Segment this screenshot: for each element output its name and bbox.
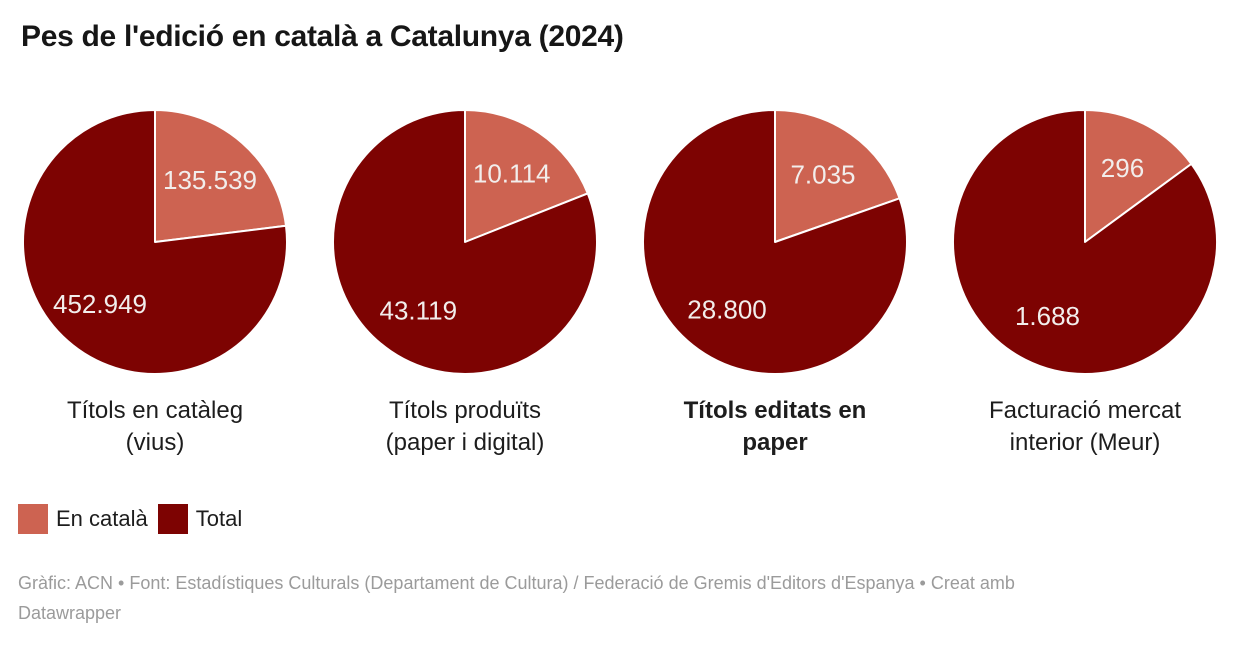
pie-chart-facturacio: 296 1.688 — [952, 109, 1218, 375]
chart-attribution: Gràfic: ACN • Font: Estadístiques Cultur… — [18, 568, 1219, 628]
chart-title: Pes de l'edició en català a Catalunya (2… — [21, 20, 624, 53]
pie-category-label: Títols editats en paper — [684, 395, 867, 459]
pie-category-line1: Títols produïts — [388, 397, 542, 424]
pie-value-label-catala: 135.539 — [163, 165, 257, 195]
pie-column-titols-paper: 7.035 28.800 Títols editats en paper — [620, 108, 930, 459]
pie-value-label-catala: 10.114 — [473, 158, 551, 188]
pie-category-label: Títols en catàleg (vius) — [67, 395, 243, 459]
pie-category-line2: (paper i digital) — [385, 429, 545, 456]
pie-category-label: Títols produïts (paper i digital) — [386, 395, 545, 459]
attribution-line1: Gràfic: ACN • Font: Estadístiques Cultur… — [18, 573, 1015, 593]
legend: En català Total — [18, 504, 1240, 534]
pie-category-line2: paper — [742, 429, 808, 456]
pie-category-line1: Facturació mercat — [988, 397, 1182, 424]
pie-slice-catala — [464, 109, 589, 243]
pie-category-line2: interior (Meur) — [1009, 429, 1161, 456]
pie-chart-titols-produits: 10.114 43.119 — [332, 109, 598, 375]
pie-value-label-total: 43.119 — [380, 296, 458, 326]
pie-slice-catala — [154, 109, 287, 243]
pie-slice-total — [22, 109, 288, 375]
pie-category-label: Facturació mercat interior (Meur) — [989, 395, 1181, 459]
pie-category-line2: (vius) — [125, 429, 185, 456]
pie-value-label-total: 28.800 — [687, 295, 767, 325]
pies-row: 135.539 452.949 Títols en catàleg (vius) … — [0, 108, 1240, 459]
pie-value-label-total: 1.688 — [1015, 301, 1080, 331]
pie-category-line1: Títols en catàleg — [66, 397, 244, 424]
pie-chart-titols-cataleg: 135.539 452.949 — [22, 109, 288, 375]
pie-value-label-total: 452.949 — [53, 289, 147, 319]
pie-value-label-catala: 296 — [1101, 153, 1144, 183]
pie-slice-total — [642, 109, 908, 375]
legend-label-total: Total — [195, 506, 243, 531]
pie-column-titols-cataleg: 135.539 452.949 Títols en catàleg (vius) — [0, 108, 310, 459]
pie-slice-total — [952, 109, 1218, 375]
attribution-line2: Datawrapper — [18, 603, 122, 623]
pie-category-line1: Títols editats en — [683, 397, 867, 424]
legend-swatch-total — [157, 504, 188, 534]
pie-chart-titols-paper: 7.035 28.800 — [642, 109, 908, 375]
legend-label-catala: En català — [56, 506, 148, 531]
pie-column-titols-produits: 10.114 43.119 Títols produïts (paper i di… — [310, 108, 620, 459]
pie-slice-catala — [1084, 109, 1193, 243]
legend-swatch-catala — [18, 504, 48, 534]
legend-item-total: Total — [157, 504, 243, 534]
pie-value-label-catala: 7.035 — [790, 159, 855, 189]
legend-item-catala: En català — [18, 504, 148, 534]
pie-slice-total — [332, 109, 598, 375]
pie-column-facturacio: 296 1.688 Facturació mercat interior (Meu… — [930, 108, 1240, 459]
